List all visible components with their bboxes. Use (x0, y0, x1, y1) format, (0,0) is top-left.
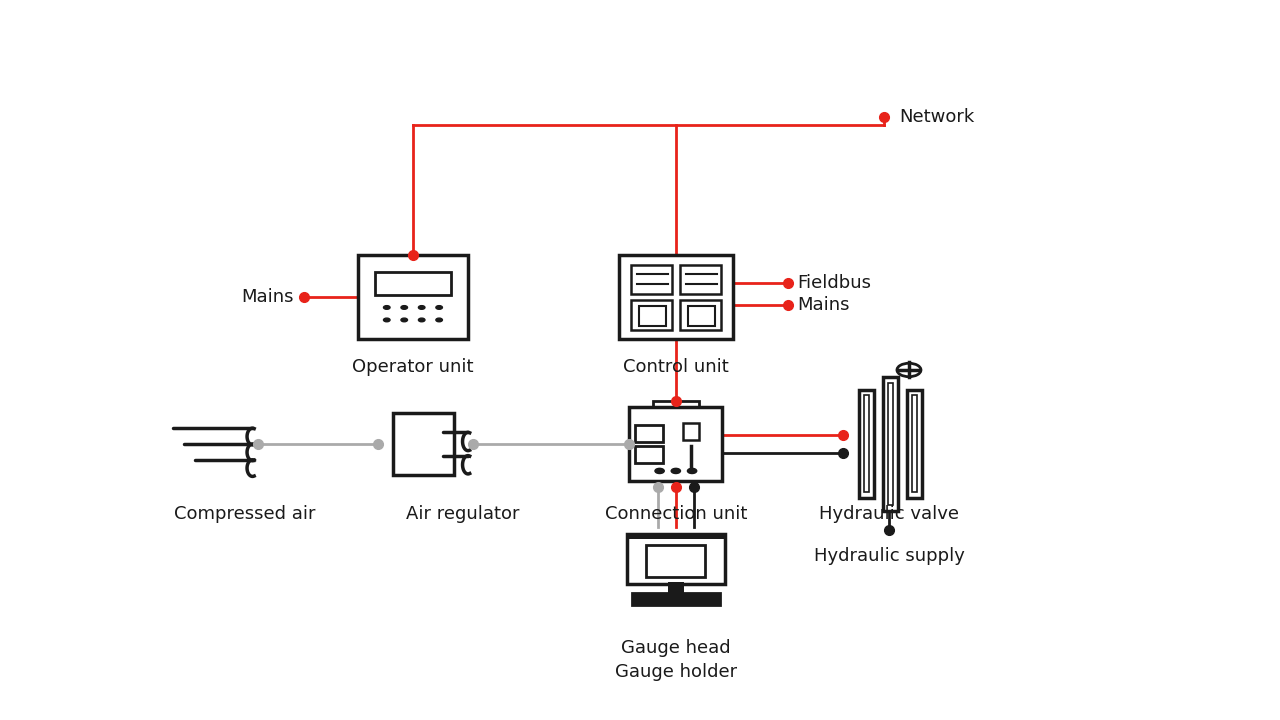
Bar (680, 264, 721, 294)
Bar (627, 534, 724, 539)
Bar (639, 306, 666, 325)
Bar (668, 582, 684, 594)
Bar (653, 401, 699, 407)
Bar (646, 546, 705, 577)
Bar (859, 390, 874, 498)
Text: Mains: Mains (242, 288, 294, 306)
Bar (375, 272, 451, 295)
Text: Hydraulic supply: Hydraulic supply (814, 546, 965, 564)
Circle shape (687, 468, 696, 474)
Bar (618, 256, 733, 338)
Bar (635, 426, 663, 442)
Circle shape (897, 364, 922, 377)
Circle shape (384, 305, 390, 310)
Text: Connection unit: Connection unit (604, 505, 748, 523)
Circle shape (401, 305, 407, 310)
Bar (635, 446, 663, 463)
Circle shape (419, 318, 425, 322)
Bar (631, 264, 672, 294)
Circle shape (436, 318, 443, 322)
Circle shape (419, 305, 425, 310)
Circle shape (655, 468, 664, 474)
Bar (687, 306, 714, 325)
Text: Fieldbus: Fieldbus (797, 274, 872, 292)
Bar (887, 383, 893, 505)
Bar (631, 300, 672, 330)
Bar (911, 395, 916, 492)
Text: Hydraulic valve: Hydraulic valve (819, 505, 959, 523)
Text: Control unit: Control unit (623, 358, 728, 376)
Bar (864, 395, 869, 492)
Bar (630, 407, 722, 482)
Bar (680, 300, 721, 330)
Bar (627, 534, 724, 584)
Text: Mains: Mains (797, 297, 850, 315)
Circle shape (671, 468, 681, 474)
Text: Air regulator: Air regulator (406, 505, 520, 523)
Bar (883, 377, 897, 510)
Bar (631, 593, 721, 606)
Text: Network: Network (899, 108, 974, 126)
Circle shape (384, 318, 390, 322)
Text: Gauge head
Gauge holder: Gauge head Gauge holder (614, 639, 737, 681)
Bar (682, 423, 699, 440)
Bar (631, 593, 721, 606)
Bar (358, 256, 467, 338)
Bar (393, 413, 454, 475)
Circle shape (436, 305, 443, 310)
Bar (906, 390, 922, 498)
Text: Compressed air: Compressed air (174, 505, 315, 523)
Circle shape (401, 318, 407, 322)
Text: Operator unit: Operator unit (352, 358, 474, 376)
